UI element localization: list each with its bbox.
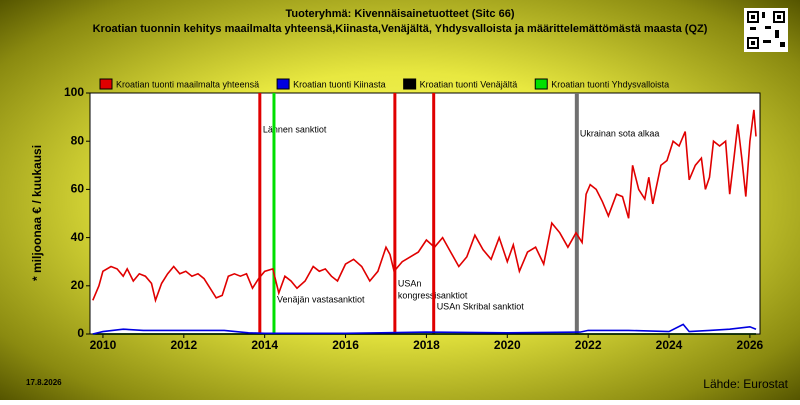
y-tick-label: 0 (77, 326, 84, 340)
date: 17.8.2026 (26, 378, 62, 387)
legend-swatch (534, 78, 548, 90)
source: Lähde: Eurostat (703, 377, 788, 391)
y-tick-label: 80 (71, 133, 85, 147)
y-tick-label: 20 (71, 278, 85, 292)
x-tick-label: 2016 (332, 338, 359, 352)
legend-label: Kroatian tuonti Kiinasta (293, 79, 386, 89)
x-tick-label: 2018 (413, 338, 440, 352)
y-tick-label: 40 (71, 230, 85, 244)
legend-label: Kroatian tuonti Yhdysvalloista (551, 79, 669, 89)
series-line (92, 323, 757, 335)
chart-subtitle: Kroatian tuonnin kehitys maailmalta yhte… (93, 23, 708, 35)
x-tick-label: 2020 (494, 338, 521, 352)
event-label: Venäjän vastasanktiot (277, 294, 365, 304)
qr-code (744, 8, 788, 52)
plot-area (89, 92, 761, 335)
chart-title: Tuoteryhmä: Kivennäisainetuotteet (Sitc … (285, 8, 514, 20)
event-label: Ukrainan sota alkaa (580, 128, 660, 138)
x-tick-label: 2022 (575, 338, 602, 352)
y-tick-label: 60 (71, 182, 85, 196)
event-label: USAn Skribal sanktiot (437, 301, 525, 311)
y-tick-label: 100 (64, 85, 84, 99)
legend-swatch (403, 78, 417, 90)
x-tick-label: 2014 (251, 338, 278, 352)
event-label: USAn (398, 278, 422, 288)
x-tick-label: 2010 (90, 338, 117, 352)
legend-swatch (99, 78, 113, 90)
event-label: Lännen sanktiot (263, 124, 327, 134)
legend-label: Kroatian tuonti Venäjältä (420, 79, 518, 89)
legend-label: Kroatian tuonti maailmalta yhteensä (116, 79, 259, 89)
x-tick-label: 2024 (656, 338, 683, 352)
series-line (92, 109, 757, 304)
y-axis-label: * miljoonaa € / kuukausi (30, 145, 44, 281)
x-tick-label: 2026 (737, 338, 764, 352)
x-tick-label: 2012 (170, 338, 197, 352)
legend-swatch (276, 78, 290, 90)
